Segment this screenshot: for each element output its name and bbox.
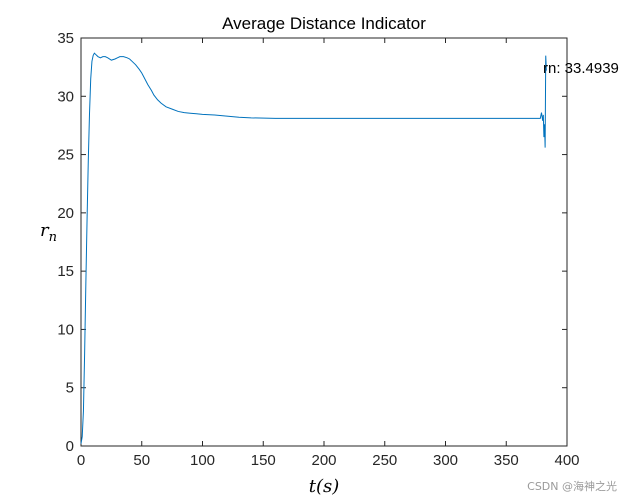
y-tick-label: 25 xyxy=(57,147,74,164)
tick-marks xyxy=(80,37,568,447)
x-tick-label: 200 xyxy=(311,452,336,469)
y-tick-label: 10 xyxy=(57,321,74,338)
x-tick-labels: 0 50 100 150 200 250 300 350 400 xyxy=(77,452,580,469)
chart-title: Average Distance Indicator xyxy=(222,14,426,33)
y-tick-label: 35 xyxy=(57,30,74,47)
x-tick-label: 300 xyxy=(433,452,458,469)
x-tick-label: 100 xyxy=(190,452,215,469)
x-tick-label: 250 xyxy=(372,452,397,469)
y-tick-label: 5 xyxy=(66,380,74,397)
data-tip-label: rn: 33.4939 xyxy=(543,60,619,77)
x-tick-label: 0 xyxy=(77,452,85,469)
y-tick-label: 15 xyxy=(57,263,74,280)
y-axis-label: rn xyxy=(40,220,57,245)
series-line-rn xyxy=(80,52,547,444)
y-tick-label: 30 xyxy=(57,88,74,105)
x-tick-label: 50 xyxy=(133,452,150,469)
x-tick-label: 150 xyxy=(251,452,276,469)
x-tick-label: 400 xyxy=(554,452,579,469)
watermark: CSDN @海神之光 xyxy=(527,480,617,493)
y-tick-label: 0 xyxy=(66,438,74,455)
plot-area xyxy=(80,37,568,447)
x-axis-label: t(s) xyxy=(309,476,340,497)
y-tick-label: 20 xyxy=(57,205,74,222)
x-tick-label: 350 xyxy=(494,452,519,469)
y-tick-labels: 0 5 10 15 20 25 30 35 xyxy=(57,30,74,455)
